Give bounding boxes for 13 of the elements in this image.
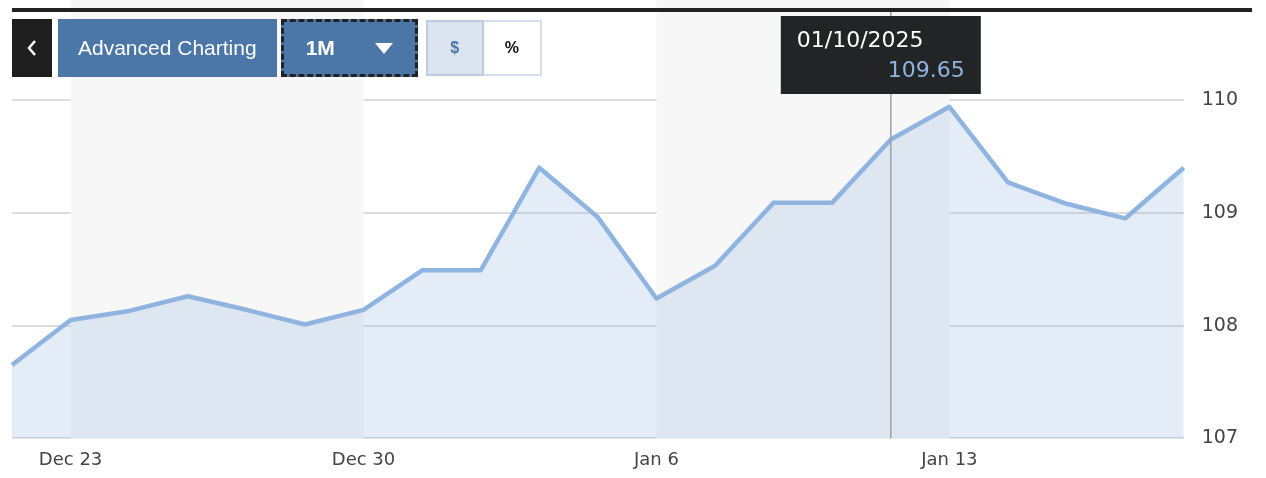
y-tick-label: 110 [1201,86,1238,109]
text: Advanced Charting [78,36,257,60]
y-tick-label: 108 [1201,312,1238,335]
text: % [504,39,519,57]
x-tick-label: Jan 13 [920,447,978,469]
x-tick-label: Dec 23 [38,447,103,469]
text: $ [450,39,460,57]
text: 1M [305,36,335,60]
x-tick-label: Dec 30 [331,447,396,469]
y-tick-label: 109 [1201,199,1238,222]
annotation: 01/10/2025 109.65 [796,26,965,82]
x-tick-label: Jan 6 [632,447,679,469]
y-tick-label: 107 [1201,425,1238,448]
